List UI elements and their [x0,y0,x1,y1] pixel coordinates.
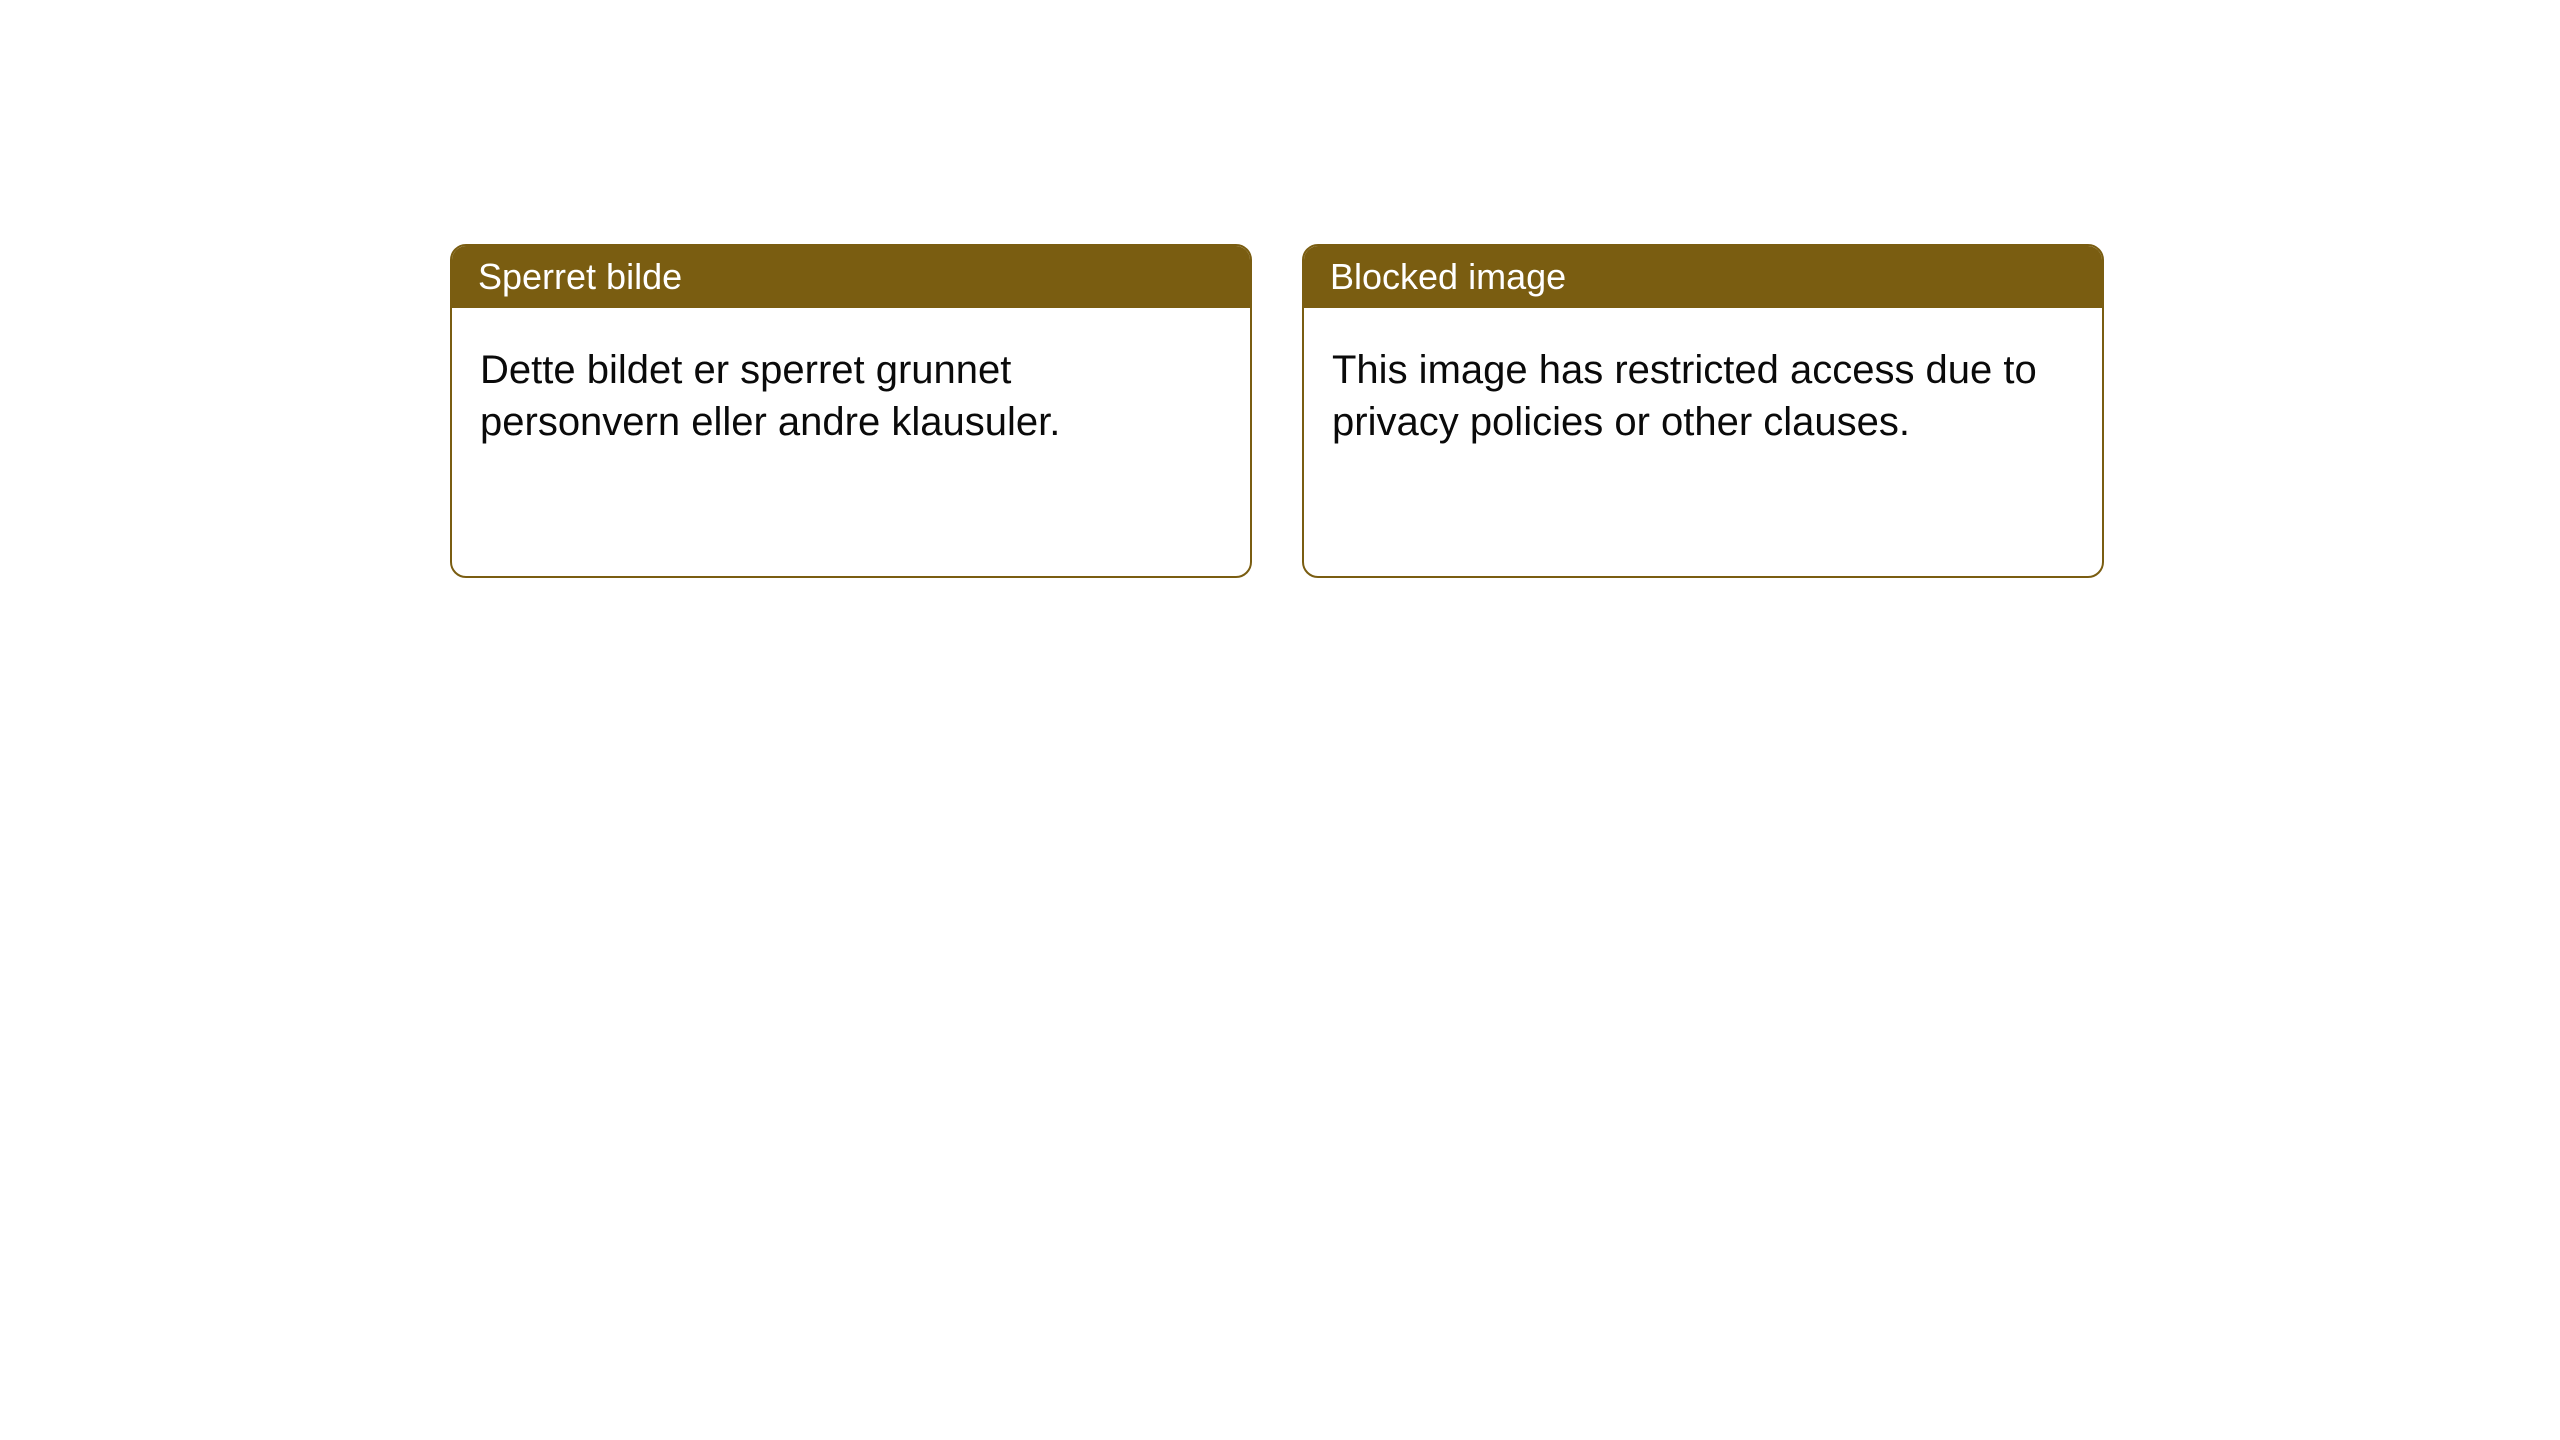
panel-header: Blocked image [1304,246,2102,308]
panels-container: Sperret bilde Dette bildet er sperret gr… [0,0,2560,578]
panel-body: Dette bildet er sperret grunnet personve… [452,308,1250,576]
blocked-image-panel-en: Blocked image This image has restricted … [1302,244,2104,578]
panel-body: This image has restricted access due to … [1304,308,2102,576]
panel-header: Sperret bilde [452,246,1250,308]
blocked-image-panel-no: Sperret bilde Dette bildet er sperret gr… [450,244,1252,578]
